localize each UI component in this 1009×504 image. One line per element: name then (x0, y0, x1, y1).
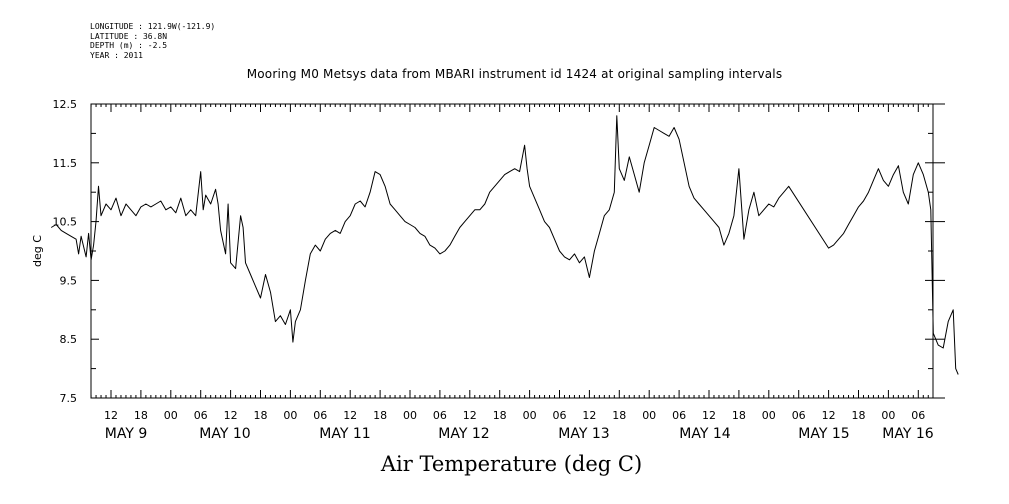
x-tick-label: 12 (822, 409, 836, 422)
x-tick-label: 06 (433, 409, 447, 422)
x-day-label: MAY 14 (679, 426, 730, 442)
x-tick-label: 00 (164, 409, 178, 422)
x-tick-label: 18 (254, 409, 268, 422)
x-tick-label: 00 (523, 409, 537, 422)
year-label: YEAR : 2011 (90, 50, 143, 60)
x-tick-label: 12 (224, 409, 238, 422)
x-tick-label: 06 (553, 409, 567, 422)
x-tick-label: 00 (881, 409, 895, 422)
x-tick-label: 06 (911, 409, 925, 422)
x-day-label: MAY 11 (319, 426, 370, 442)
x-tick-label: 18 (373, 409, 387, 422)
x-day-label: MAY 12 (438, 426, 489, 442)
x-tick-label: 06 (672, 409, 686, 422)
x-tick-label: 12 (104, 409, 118, 422)
plot-frame (90, 103, 934, 399)
y-tick-label: 10.5 (53, 216, 78, 229)
x-day-label: MAY 16 (882, 426, 933, 442)
x-tick-label: 12 (582, 409, 596, 422)
x-tick-label: 12 (702, 409, 716, 422)
x-tick-label: 18 (493, 409, 507, 422)
y-tick-label: 7.5 (60, 392, 78, 405)
y-axis-label: deg C (31, 235, 44, 267)
x-tick-label: 00 (283, 409, 297, 422)
x-day-label: MAY 13 (558, 426, 609, 442)
x-tick-label: 18 (612, 409, 626, 422)
x-day-label: MAY 9 (105, 426, 147, 442)
y-tick-label: 8.5 (60, 333, 78, 346)
x-tick-label: 06 (792, 409, 806, 422)
depth-label: DEPTH (m) : -2.5 (90, 41, 168, 50)
x-tick-label: 18 (852, 409, 866, 422)
longitude-label: LONGITUDE : 121.9W(-121.9) (90, 22, 216, 31)
series-line (50, 115, 959, 375)
x-day-label: MAY 10 (199, 426, 250, 442)
y-tick-label: 9.5 (60, 274, 78, 287)
x-tick-label: 06 (313, 409, 327, 422)
x-tick-label: 00 (403, 409, 417, 422)
chart-title: Mooring M0 Metsys data from MBARI instru… (246, 67, 783, 81)
x-tick-label: 18 (134, 409, 148, 422)
y-tick-label: 11.5 (53, 157, 78, 170)
x-tick-label: 12 (463, 409, 477, 422)
x-tick-label: 12 (343, 409, 357, 422)
latitude-label: LATITUDE : 36.8N (90, 31, 168, 41)
x-tick-label: 06 (194, 409, 208, 422)
y-tick-label: 12.5 (53, 98, 78, 111)
x-tick-label: 00 (762, 409, 776, 422)
x-tick-label: 18 (732, 409, 746, 422)
chart-xlabel: Air Temperature (deg C) (380, 452, 643, 476)
x-day-label: MAY 15 (798, 426, 849, 442)
metadata-block: LONGITUDE : 121.9W(-121.9) LATITUDE : 36… (90, 22, 215, 60)
x-tick-label: 00 (642, 409, 656, 422)
